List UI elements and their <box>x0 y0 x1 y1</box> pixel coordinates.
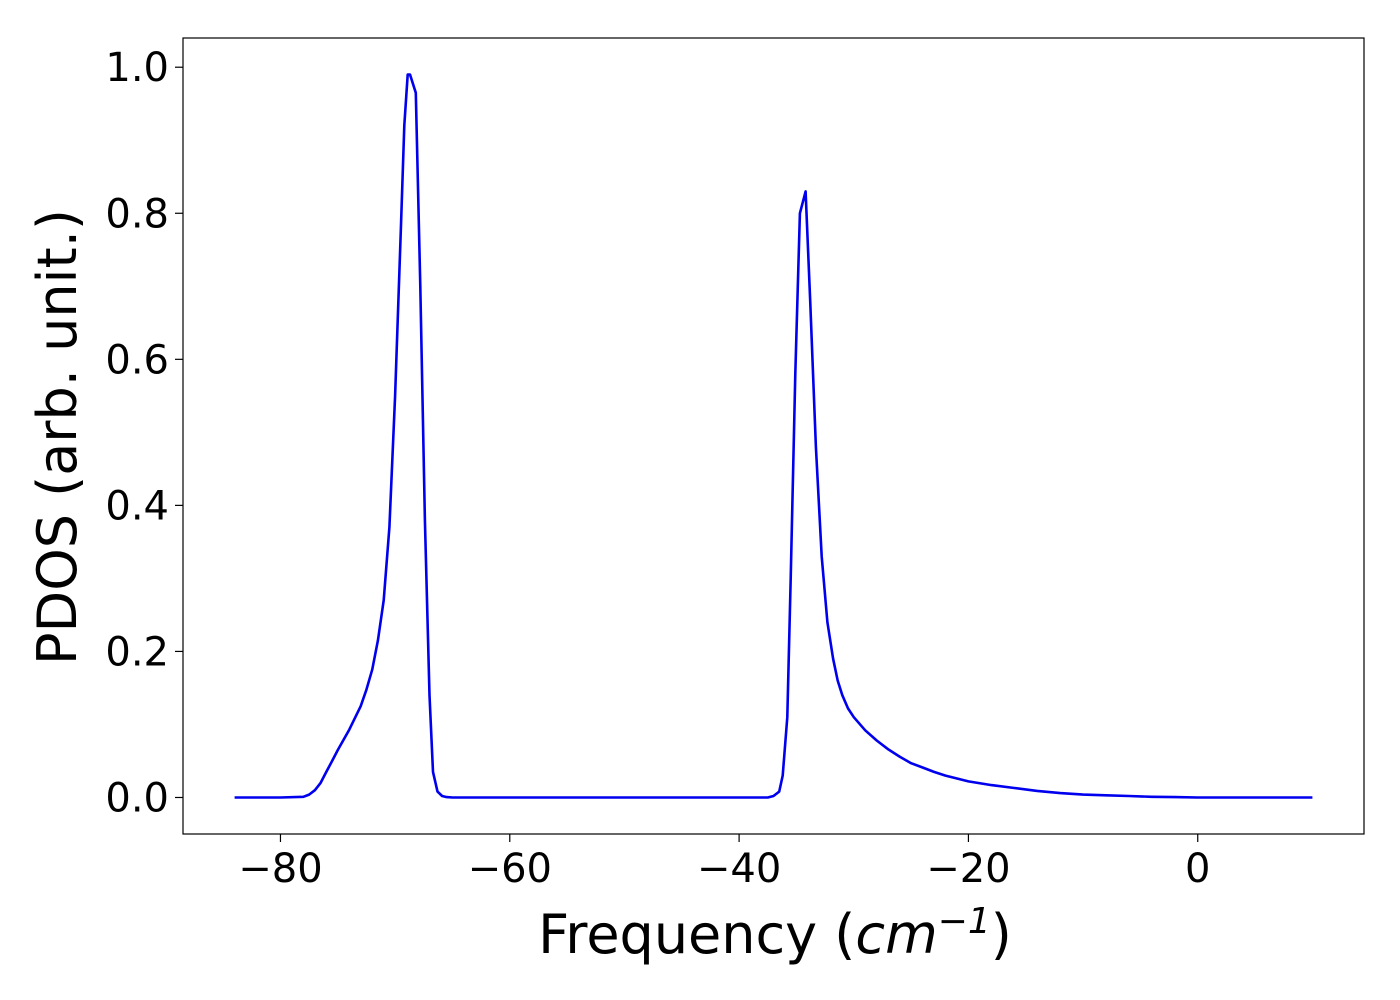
x-tick-label: −20 <box>926 846 1010 892</box>
y-tick-label: 0.4 <box>105 483 169 529</box>
y-tick-label: 0.0 <box>105 775 169 821</box>
y-axis-label: PDOS (arb. unit.) <box>26 209 89 665</box>
x-tick-label: −40 <box>697 846 781 892</box>
plot-area <box>182 37 1365 835</box>
y-axis-ticks: 0.0 0.2 0.4 0.6 0.8 1.0 <box>105 45 183 821</box>
y-tick-label: 0.2 <box>105 629 169 675</box>
x-tick-label: 0 <box>1185 846 1210 892</box>
x-tick-label: −60 <box>468 846 552 892</box>
plot-frame <box>182 37 1365 835</box>
x-axis-label: Frequency (cm−1) <box>538 901 1012 966</box>
series-line-0 <box>234 73 1313 799</box>
y-tick-label: 0.6 <box>105 337 169 383</box>
x-axis-ticks: −80 −60 −40 −20 0 <box>238 834 1210 892</box>
y-tick-label: 0.8 <box>105 191 169 237</box>
y-tick-label: 1.0 <box>105 45 169 91</box>
x-tick-label: −80 <box>238 846 322 892</box>
